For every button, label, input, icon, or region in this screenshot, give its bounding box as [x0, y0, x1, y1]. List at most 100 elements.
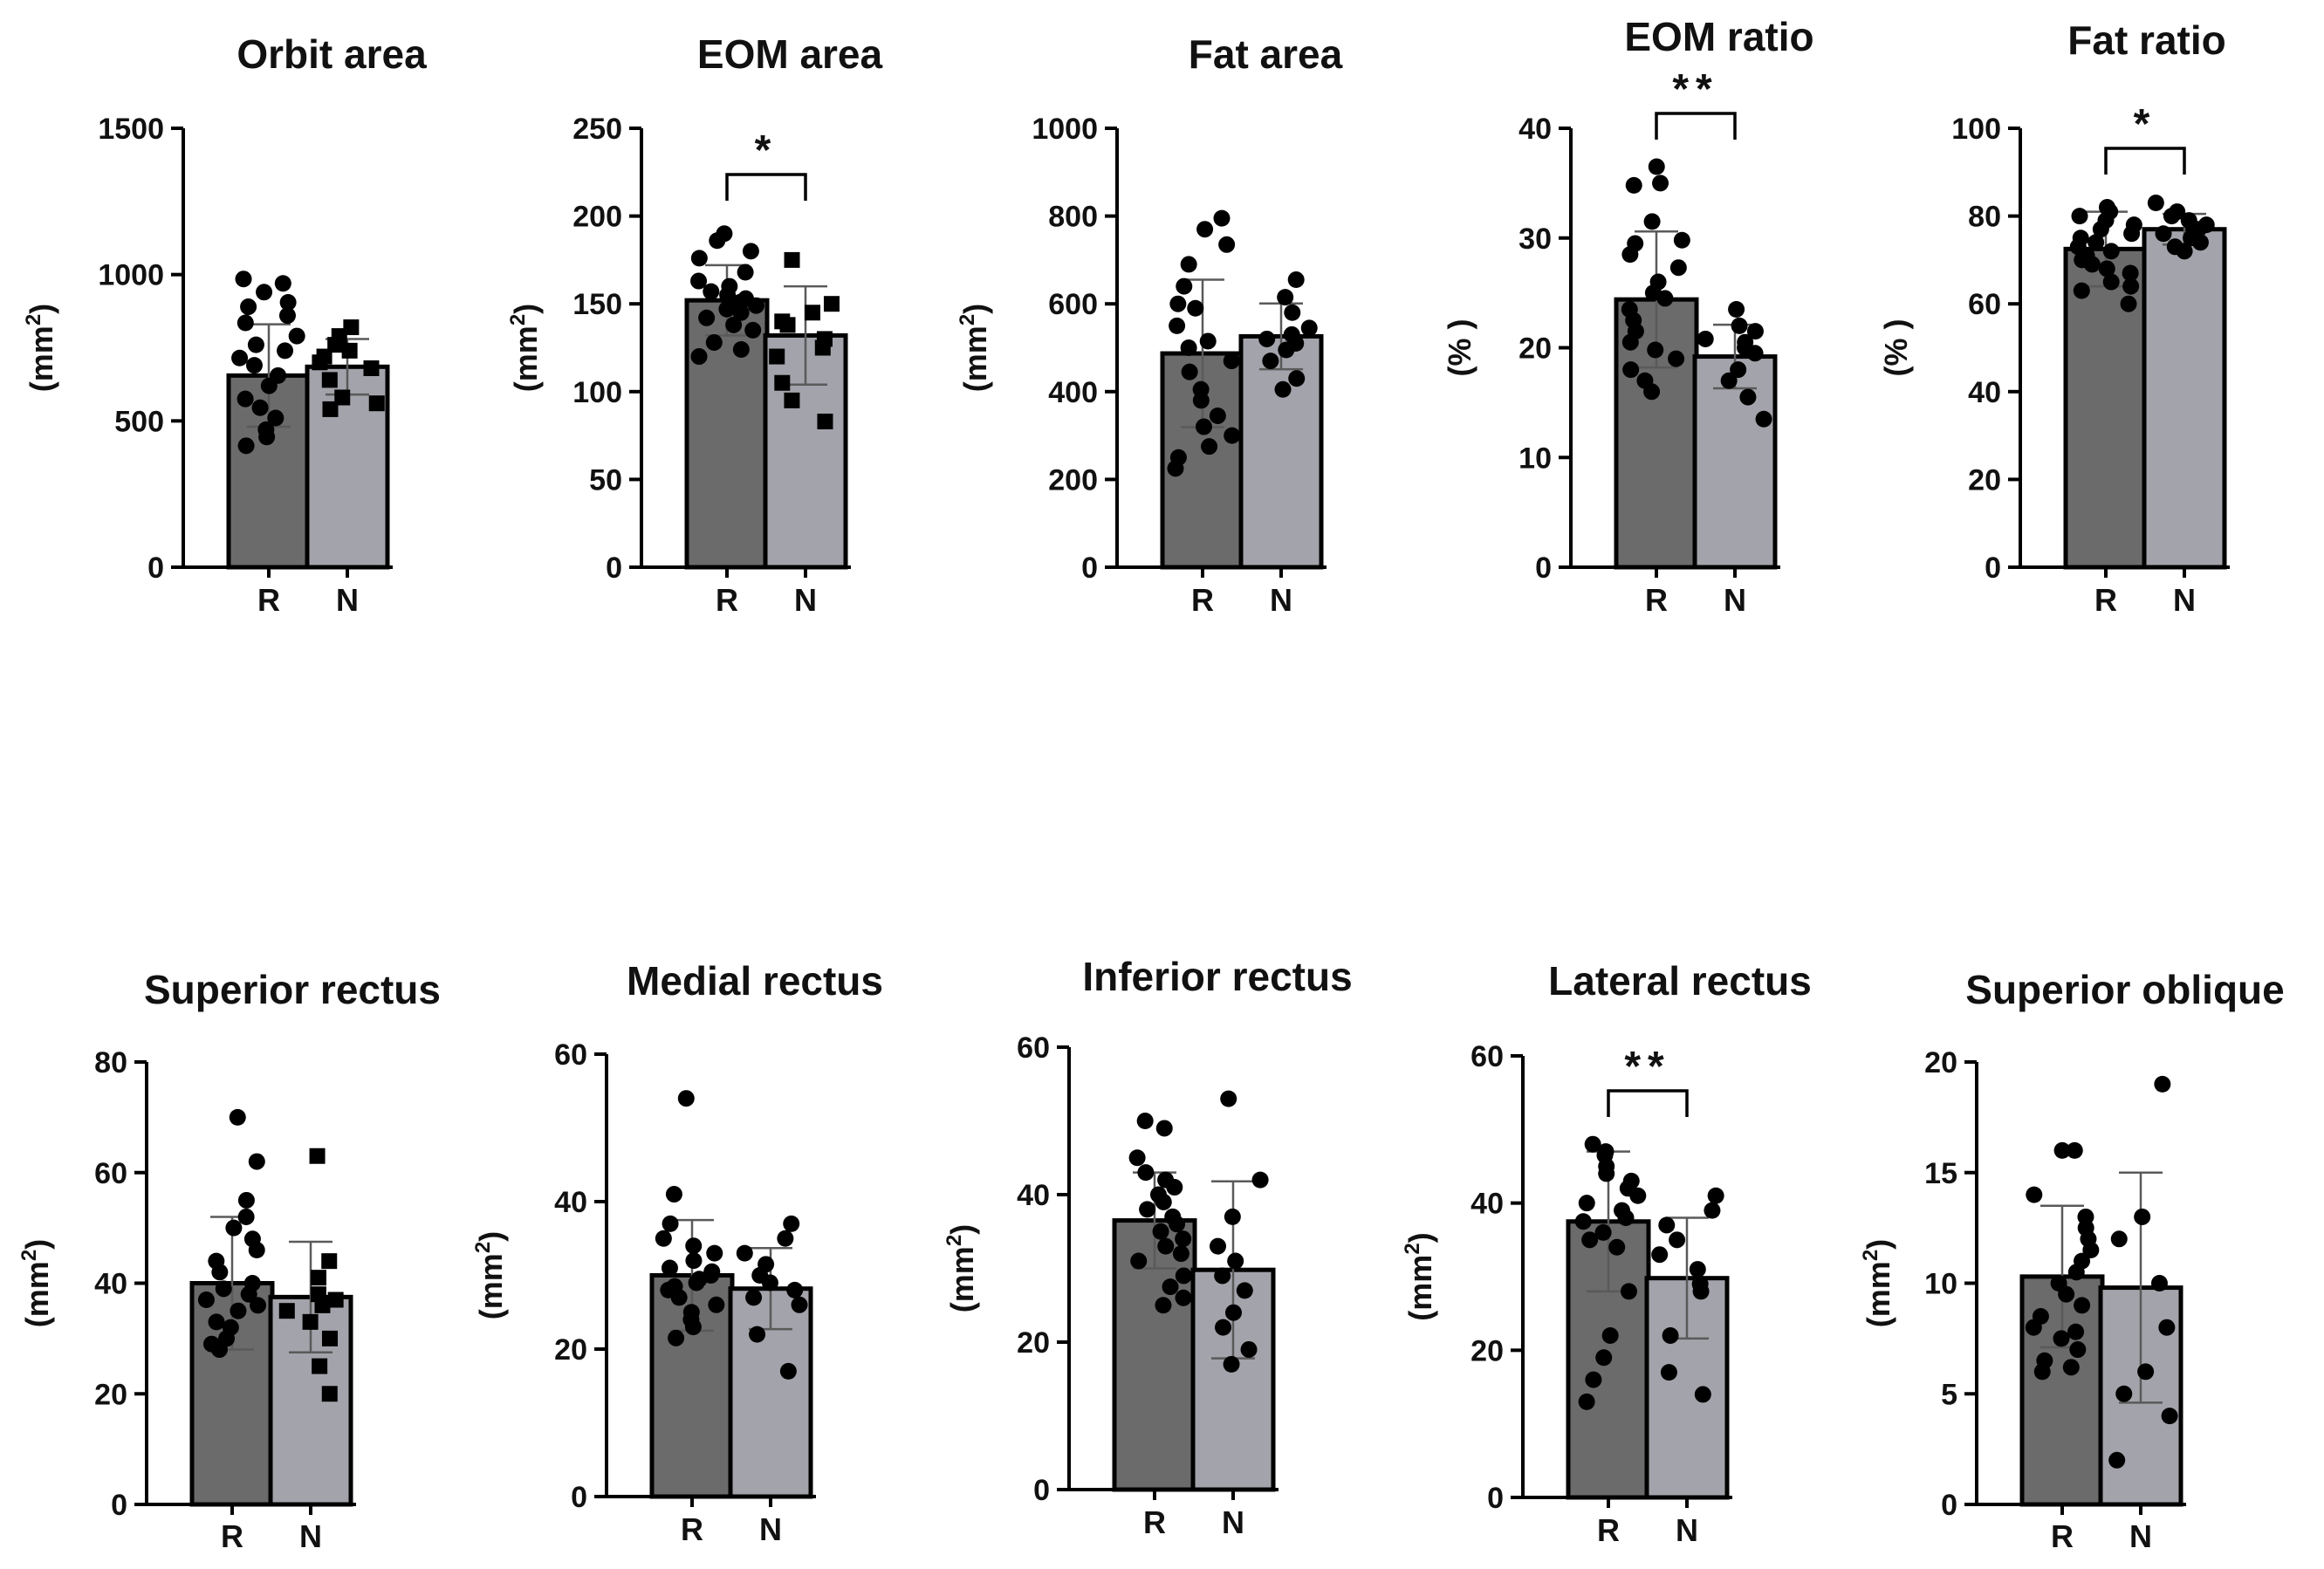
data-point-R [1213, 209, 1231, 227]
data-point-R [1192, 392, 1210, 409]
chart-title: Orbit area [237, 31, 427, 77]
data-point-N [1214, 1267, 1231, 1285]
y-axis-label: (mm2) [943, 1224, 980, 1312]
y-axis-label: (% ) [1442, 319, 1477, 377]
data-point-R [742, 243, 759, 260]
data-point-N [2155, 225, 2172, 243]
data-point-N [1240, 1340, 1258, 1358]
data-point-N [1728, 300, 1745, 318]
data-point-N [1220, 1090, 1237, 1107]
y-tick-label: 0 [1535, 552, 1552, 585]
y-tick-label: 40 [1017, 1179, 1050, 1212]
data-point-N [321, 1330, 338, 1346]
y-tick-label: 0 [1081, 552, 1098, 585]
y-tick-label: 100 [1951, 113, 2001, 146]
data-point-R [719, 286, 737, 304]
data-point-N [1210, 1237, 1227, 1255]
data-point-N [1739, 388, 1757, 406]
y-tick-label: 0 [1985, 552, 2001, 585]
data-point-R [237, 314, 254, 332]
data-point-N [1227, 1252, 1244, 1270]
chart-title: EOM area [697, 31, 883, 77]
data-point-N [334, 389, 351, 406]
x-tick-label: N [299, 1518, 322, 1554]
data-point-N [783, 1215, 800, 1232]
y-tick-label: 10 [1518, 442, 1552, 475]
data-point-R [256, 284, 273, 301]
data-point-N [343, 319, 360, 336]
y-tick-label: 60 [1968, 288, 2001, 321]
data-point-R [237, 437, 255, 455]
data-point-N [1704, 1202, 1721, 1219]
data-point-R [240, 298, 257, 316]
significance-label: * [2134, 101, 2157, 147]
data-point-R [1169, 1216, 1186, 1233]
data-point-N [2134, 1208, 2151, 1225]
data-point-R [2102, 273, 2120, 291]
data-point-R [732, 341, 750, 359]
data-point-R [690, 348, 708, 366]
data-point-R [2092, 221, 2109, 238]
data-point-R [655, 1230, 672, 1247]
x-tick-label: N [794, 582, 817, 618]
data-point-R [1181, 363, 1198, 380]
data-point-R [1152, 1223, 1169, 1240]
data-point-R [1585, 1371, 1602, 1388]
data-point-N [1224, 1304, 1242, 1321]
data-point-R [235, 271, 252, 288]
data-point-R [1669, 259, 1687, 277]
y-tick-label: 0 [111, 1489, 127, 1522]
data-point-R [1656, 290, 1674, 307]
data-point-N [309, 1148, 326, 1164]
data-point-N [749, 1326, 766, 1343]
data-point-N [1694, 1386, 1711, 1403]
data-point-N [310, 1270, 326, 1286]
data-point-R [1643, 213, 1661, 230]
data-point-R [251, 399, 269, 416]
data-point-R [2053, 1330, 2070, 1347]
data-point-R [1175, 1289, 1192, 1306]
data-point-R [744, 321, 762, 339]
data-point-R [685, 1237, 703, 1255]
y-tick-label: 40 [554, 1186, 587, 1219]
data-point-R [2067, 1264, 2085, 1281]
chart-title: Fat area [1189, 31, 1343, 77]
data-point-R [2102, 243, 2120, 260]
data-point-R [725, 316, 743, 333]
data-point-N [2108, 1451, 2126, 1469]
data-point-R [1201, 438, 1218, 456]
data-point-R [1169, 317, 1186, 334]
y-tick-label: 0 [147, 552, 164, 585]
y-tick-label: 40 [94, 1268, 127, 1301]
data-point-R [1128, 1149, 1146, 1167]
data-point-R [1187, 299, 1204, 317]
data-point-N [761, 1274, 778, 1292]
data-point-R [690, 272, 708, 290]
data-point-R [211, 1264, 229, 1281]
bar-N [1238, 333, 1324, 570]
x-tick-label: N [2173, 582, 2196, 618]
chart-title: EOM ratio [1624, 14, 1813, 59]
y-tick-label: 200 [1048, 463, 1098, 497]
y-tick-label: 0 [606, 552, 622, 585]
data-point-N [2154, 1075, 2171, 1093]
x-tick-label: R [1143, 1504, 1166, 1540]
data-point-R [2122, 264, 2139, 282]
data-point-R [665, 1186, 682, 1203]
data-point-R [2033, 1363, 2051, 1381]
data-point-R [230, 1302, 247, 1319]
data-point-N [814, 339, 831, 356]
data-point-R [1176, 277, 1193, 295]
y-tick-label: 60 [1017, 1031, 1050, 1065]
data-point-R [718, 300, 736, 318]
data-point-R [1574, 1213, 1592, 1230]
data-point-N [786, 1281, 804, 1298]
y-tick-label: 250 [572, 113, 622, 146]
data-point-R [1180, 256, 1197, 273]
data-point-R [2098, 260, 2115, 277]
data-point-N [302, 1313, 319, 1330]
data-point-R [1195, 418, 1212, 435]
data-point-R [2120, 295, 2137, 312]
panel-inferior-rectus: Inferior rectus (mm2) R N 0 20 40 60 [943, 954, 1353, 1540]
y-tick-label: 20 [1968, 463, 2001, 497]
